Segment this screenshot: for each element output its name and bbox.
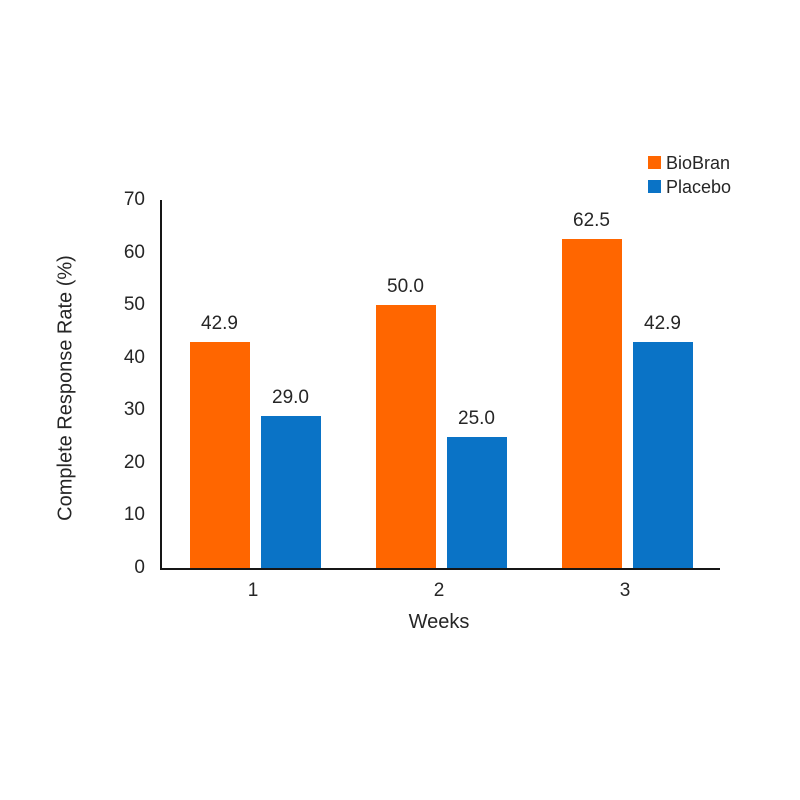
y-tick-label: 10 [123,504,145,526]
legend-item-placebo: Placebo [648,176,731,197]
x-tick-label: 1 [247,580,259,601]
bar-placebo-week-2 [446,436,507,568]
y-tick-label: 60 [123,241,145,263]
x-tick-label: 2 [433,580,445,601]
y-tick-label: 70 [123,189,145,210]
bar-value-label: 25.0 [458,407,495,429]
legend-swatch-icon [648,180,661,193]
plot-area: 42.9 29.0 50.0 25.0 62.5 42.9 [160,200,720,570]
bar-placebo-week-1 [260,415,321,568]
legend-item-biobran: BioBran [648,152,731,173]
bar-value-label: 62.5 [573,210,610,232]
bar-value-label: 42.9 [201,313,238,335]
bar-value-label: 29.0 [272,386,309,408]
y-tick-label: 20 [123,451,145,473]
bar-biobran-week-3 [561,239,622,568]
y-axis-title: Complete Response Rate (%) [54,255,77,521]
bar-value-label: 50.0 [387,276,424,298]
chart-legend: BioBran Placebo [648,152,731,200]
bar-biobran-week-2 [375,305,436,568]
bar-value-label: 42.9 [644,313,681,335]
y-tick-label: 40 [123,346,145,368]
x-axis-title: Weeks [408,611,470,633]
x-tick-label: 3 [619,580,631,601]
bar-biobran-week-1 [189,342,250,568]
legend-label: Placebo [666,176,732,197]
bar-placebo-week-3 [632,342,693,568]
legend-label: BioBran [666,152,731,173]
y-tick-label: 0 [134,557,145,578]
y-tick-label: 50 [123,294,145,316]
legend-swatch-icon [648,156,661,169]
y-tick-label: 30 [123,399,145,421]
